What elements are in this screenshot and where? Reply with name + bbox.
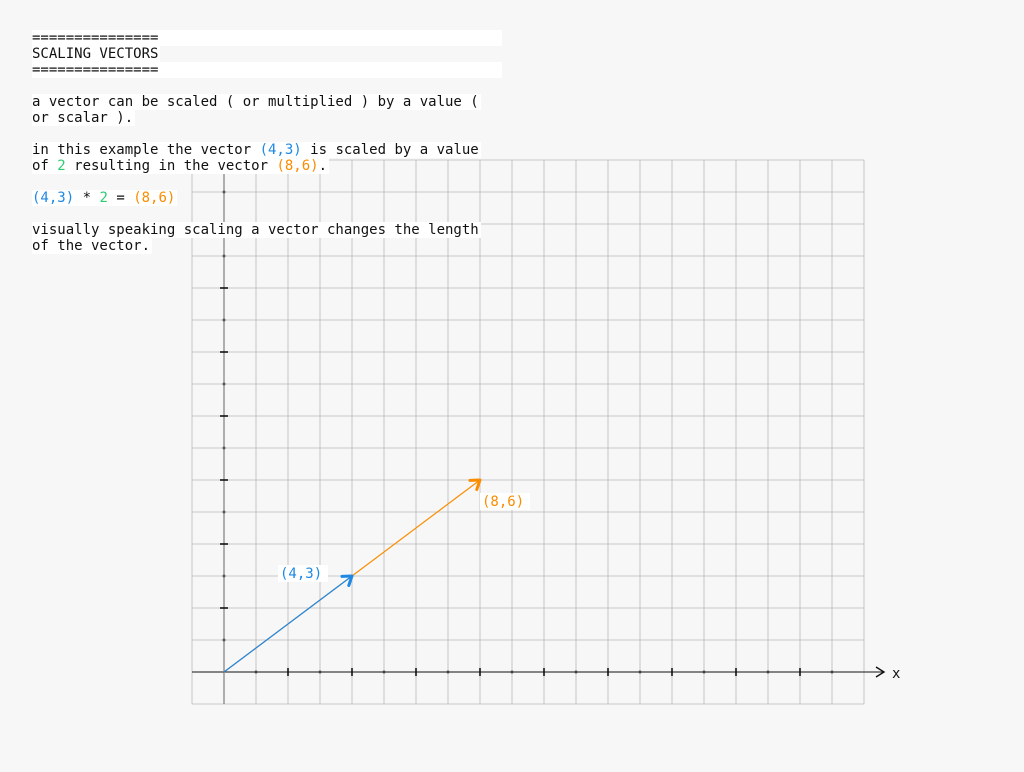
x-axis-dot [638, 670, 642, 674]
y-axis-dot [222, 318, 226, 322]
y-axis-dot [222, 638, 226, 642]
x-axis-dot [574, 670, 578, 674]
y-axis-dot [222, 190, 226, 194]
vector-label-original: (4,3) [280, 566, 322, 582]
example-result: (8,6) [276, 158, 319, 174]
heading-rule-top: =============== [32, 30, 502, 46]
vector-line-original [223, 575, 353, 673]
vector-label-scaled: (8,6) [482, 494, 524, 510]
heading-rule-bottom: =============== [32, 62, 502, 78]
visual-paragraph: visually speaking scaling a vector chang… [32, 222, 502, 254]
x-axis-arrowhead [875, 666, 886, 678]
example-paragraph: in this example the vector (4,3) is scal… [32, 142, 502, 174]
page-title: SCALING VECTORS [32, 46, 161, 62]
vector-label-bg-original [278, 565, 328, 582]
intro-text: a vector can be scaled ( or multiplied )… [32, 94, 481, 126]
example-text-1: in this example the vector [32, 142, 260, 158]
vectors: (8,6) (4,3) [223, 478, 530, 673]
x-axis-dot [702, 670, 706, 674]
equation-scalar: 2 [99, 190, 108, 206]
intro-paragraph: a vector can be scaled ( or multiplied )… [32, 94, 502, 126]
y-axis-dot [222, 254, 226, 258]
x-axis-dot [382, 670, 386, 674]
equation-result: (8,6) [133, 190, 176, 206]
equation-line: (4,3) * 2 = (8,6) [32, 190, 502, 206]
example-text-end: . [318, 158, 328, 174]
visual-text: visually speaking scaling a vector chang… [32, 222, 481, 254]
equation-equals: = [107, 190, 134, 206]
explanation-panel: =============== SCALING VECTORS ========… [32, 30, 502, 270]
y-axis-dot [222, 574, 226, 578]
heading-block: =============== SCALING VECTORS ========… [32, 30, 502, 78]
axes: x [192, 160, 900, 704]
y-axis-dot [222, 510, 226, 514]
x-axis-dot [766, 670, 770, 674]
vector-label-bg-scaled [480, 493, 530, 510]
x-axis-dot [510, 670, 514, 674]
example-vector: (4,3) [259, 142, 302, 158]
grid-lines [191, 159, 865, 705]
y-axis-dot [222, 382, 226, 386]
equation-operator: * [74, 190, 100, 206]
example-text-2: is scaled by a value of [32, 142, 479, 174]
equation-vector: (4,3) [32, 190, 75, 206]
example-text-3: resulting in the vector [65, 158, 277, 174]
x-axis-label: x [892, 666, 900, 682]
x-axis-dot [446, 670, 450, 674]
x-axis-dot [318, 670, 322, 674]
x-axis-dot [830, 670, 834, 674]
example-scalar: 2 [57, 158, 66, 174]
y-axis-dot [222, 446, 226, 450]
vector-arrowhead-scaled [468, 478, 482, 491]
vector-arrowhead-original [340, 574, 354, 587]
x-axis-dot [254, 670, 258, 674]
